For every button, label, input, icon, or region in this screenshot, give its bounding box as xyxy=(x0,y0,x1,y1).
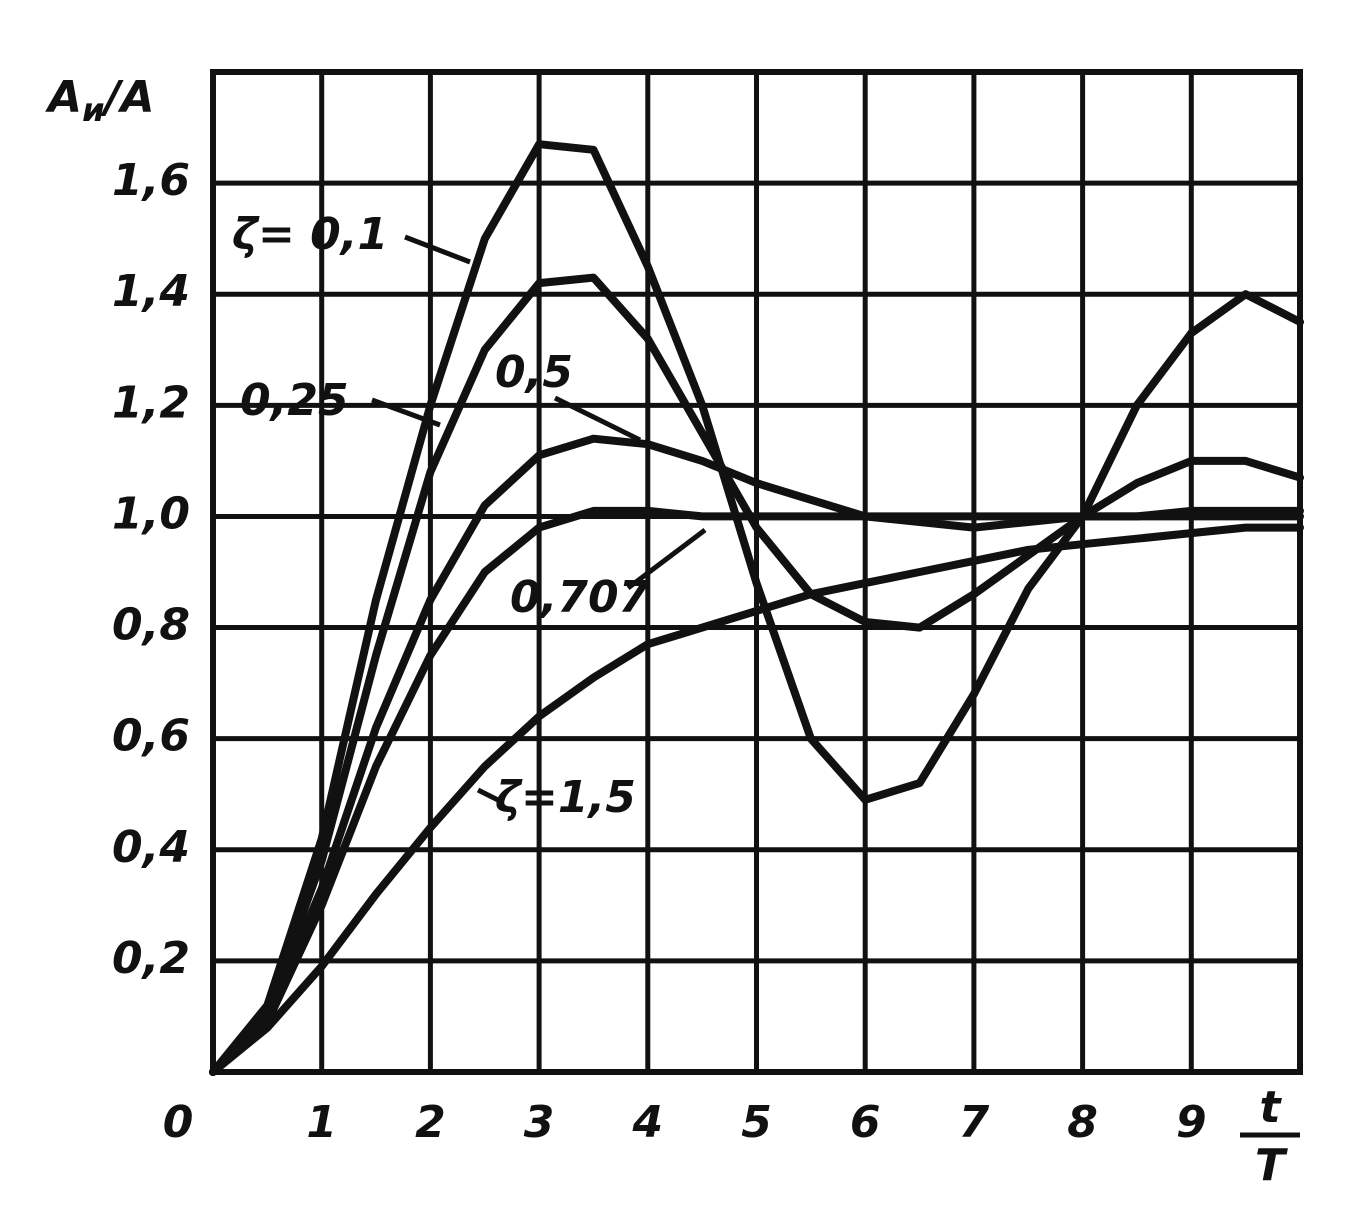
leader-line xyxy=(476,787,500,803)
x-tick-label: 2 xyxy=(415,1097,446,1148)
y-tick-label: 0,8 xyxy=(112,600,190,651)
curve-label: ζ=1,5 xyxy=(495,772,636,823)
leader-line xyxy=(626,528,707,590)
y-label-rest: /A xyxy=(99,72,154,123)
y-tick-label: 0,2 xyxy=(112,933,190,984)
x-tick-label: 3 xyxy=(524,1097,555,1148)
x-tick-label: 4 xyxy=(631,1097,663,1148)
curve xyxy=(209,140,1304,1076)
y-tick-label: 1,2 xyxy=(112,377,190,428)
curve xyxy=(209,506,1304,1076)
y-tick-label: 1,0 xyxy=(112,488,190,539)
leader-line xyxy=(404,234,471,265)
y-label-base: A xyxy=(45,72,82,123)
leader-line xyxy=(371,397,441,428)
y-tick-label: 0,6 xyxy=(112,711,190,762)
curve-label: 0,25 xyxy=(240,375,349,426)
x-tick-label: 6 xyxy=(850,1097,881,1148)
y-tick-label: 0,4 xyxy=(112,822,190,873)
x-label-numerator: t xyxy=(1259,1082,1282,1133)
x-tick-label: 7 xyxy=(959,1097,990,1148)
y-tick-label: 1,6 xyxy=(112,155,190,206)
x-tick-label: 0 xyxy=(163,1097,194,1148)
x-tick-label: 1 xyxy=(306,1097,337,1148)
curve xyxy=(209,523,1304,1076)
curve-label: 0,5 xyxy=(495,347,573,398)
x-tick-label: 5 xyxy=(741,1097,772,1148)
x-tick-label: 8 xyxy=(1067,1097,1098,1148)
y-tick-label: 1,4 xyxy=(112,266,190,317)
curve-label: ζ= 0,1 xyxy=(232,209,388,260)
curve-label: 0,707 xyxy=(510,572,650,623)
x-label-denominator: T xyxy=(1255,1140,1288,1191)
leader-line xyxy=(553,395,642,443)
y-axis-label: Aи/A xyxy=(45,72,155,129)
x-tick-label: 9 xyxy=(1176,1097,1207,1148)
curve xyxy=(209,273,1304,1076)
y-label-sub: и xyxy=(82,91,104,129)
